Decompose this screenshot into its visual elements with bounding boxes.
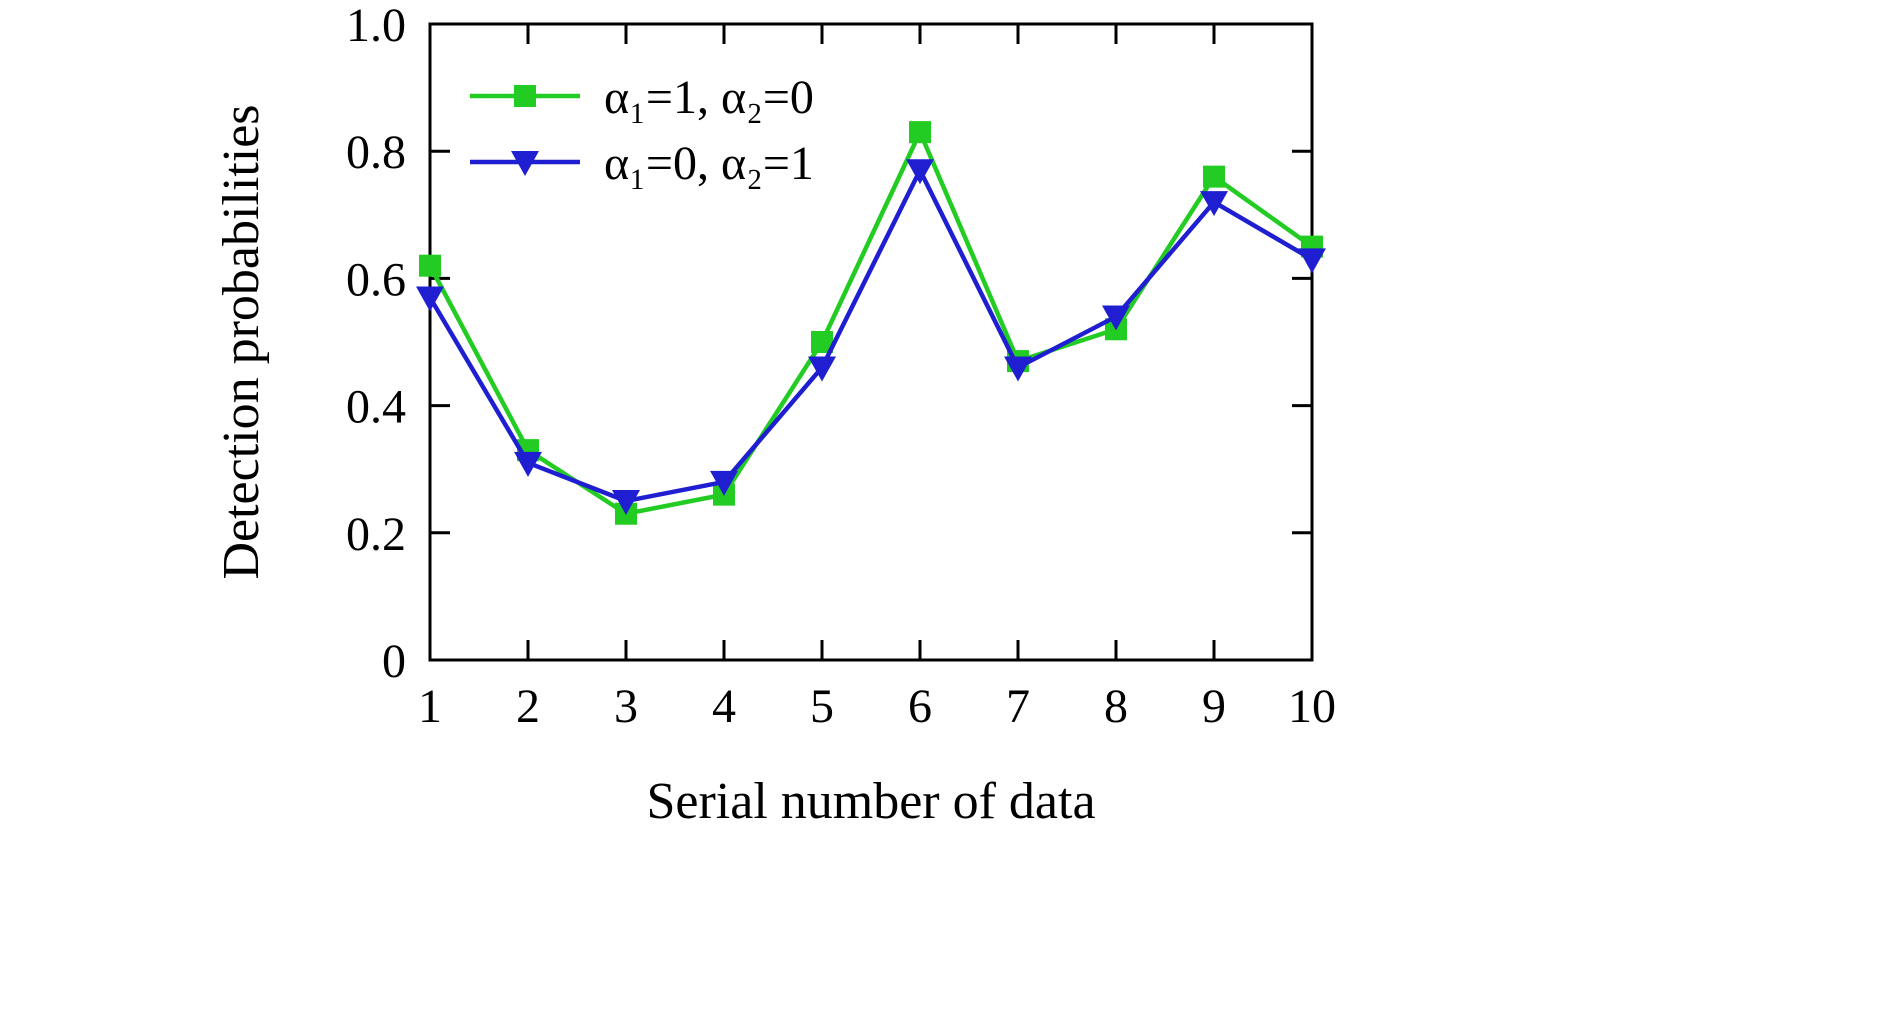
- x-tick-label: 4: [712, 680, 736, 733]
- data-point-triangle: [612, 490, 640, 515]
- data-point-square: [514, 85, 536, 107]
- y-tick-label: 1.0: [346, 0, 406, 52]
- data-point-square: [419, 254, 441, 277]
- legend-label: α₁=0, α₂=1: [604, 137, 814, 190]
- data-point-triangle: [511, 151, 539, 176]
- data-point-triangle: [710, 470, 738, 496]
- x-tick-label: 10: [1288, 680, 1336, 733]
- x-tick-label: 3: [614, 680, 638, 733]
- data-point-square: [909, 121, 931, 144]
- x-tick-label: 1: [418, 680, 442, 733]
- data-point-triangle: [906, 159, 934, 185]
- y-tick-label: 0.4: [346, 381, 406, 434]
- x-tick-label: 8: [1104, 680, 1128, 733]
- y-tick-label: 0.6: [346, 253, 406, 306]
- x-tick-label: 5: [810, 680, 834, 733]
- series-line: [428, 129, 1314, 516]
- data-point-square: [811, 331, 833, 353]
- data-point-triangle: [1102, 305, 1130, 331]
- y-tick-label: 0: [382, 635, 406, 688]
- data-point-triangle: [1004, 356, 1032, 382]
- y-axis-title: Detection probabilities: [213, 104, 270, 579]
- legend-label: α₁=1, α₂=0: [604, 71, 814, 124]
- x-tick-label: 7: [1006, 680, 1030, 733]
- x-tick-label: 9: [1202, 680, 1226, 733]
- data-point-triangle: [1200, 191, 1228, 217]
- data-point-triangle: [416, 286, 444, 312]
- x-tick-label: 2: [516, 680, 540, 733]
- plot-border: [428, 22, 1314, 662]
- y-tick-label: 0.2: [346, 508, 406, 561]
- data-point-triangle: [1298, 248, 1326, 274]
- series-line: [428, 168, 1314, 504]
- data-point-triangle: [514, 451, 542, 477]
- y-tick-label: 0.8: [346, 126, 406, 179]
- x-axis-title: Serial number of data: [646, 773, 1095, 830]
- x-tick-label: 6: [908, 680, 932, 733]
- data-point-square: [1203, 165, 1225, 188]
- data-point-triangle: [808, 356, 836, 382]
